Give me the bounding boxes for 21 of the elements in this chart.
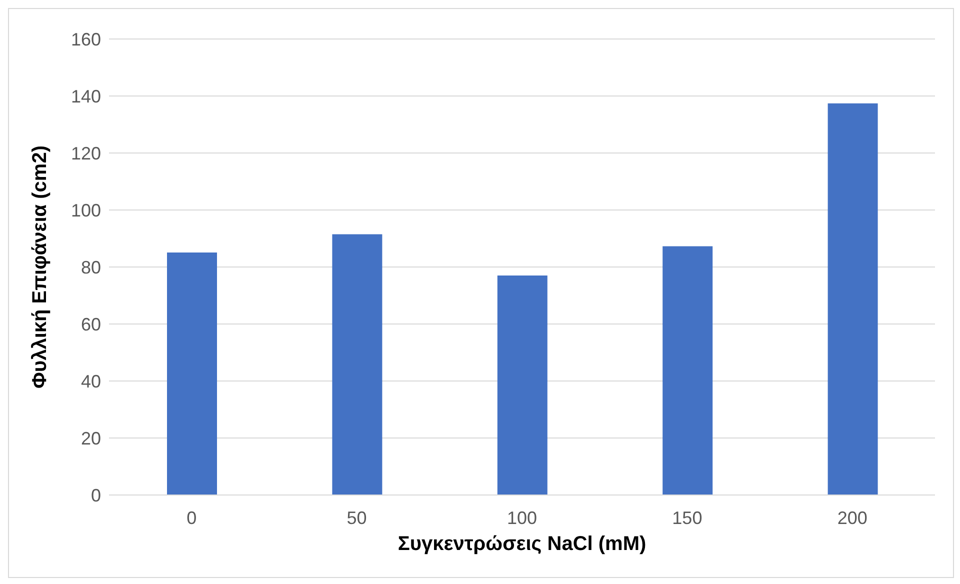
y-tick-label: 140 bbox=[70, 86, 101, 106]
x-tick-label: 150 bbox=[672, 508, 702, 528]
y-tick-label: 40 bbox=[80, 371, 101, 392]
y-tick-label: 0 bbox=[90, 485, 101, 506]
y-tick-label: 160 bbox=[70, 29, 101, 50]
x-tick-label: 50 bbox=[346, 508, 367, 528]
bar bbox=[662, 246, 713, 495]
y-tick-label: 60 bbox=[80, 314, 101, 334]
bar bbox=[828, 103, 878, 495]
y-tick-label: 20 bbox=[80, 428, 101, 448]
x-tick-label: 100 bbox=[506, 508, 538, 528]
x-axis-title: Συγκεντρώσεις NaCl (mM) bbox=[398, 533, 646, 555]
bar bbox=[497, 276, 548, 495]
bar bbox=[332, 234, 382, 495]
x-tick-label: 0 bbox=[186, 508, 197, 528]
x-tick-label: 200 bbox=[837, 508, 868, 528]
y-tick-label: 120 bbox=[70, 143, 101, 164]
bar bbox=[167, 252, 217, 495]
y-axis-title: Φυλλική Επιφάνεια (cm2) bbox=[29, 146, 52, 388]
y-tick-label: 100 bbox=[70, 200, 101, 220]
y-tick-label: 80 bbox=[80, 257, 101, 278]
